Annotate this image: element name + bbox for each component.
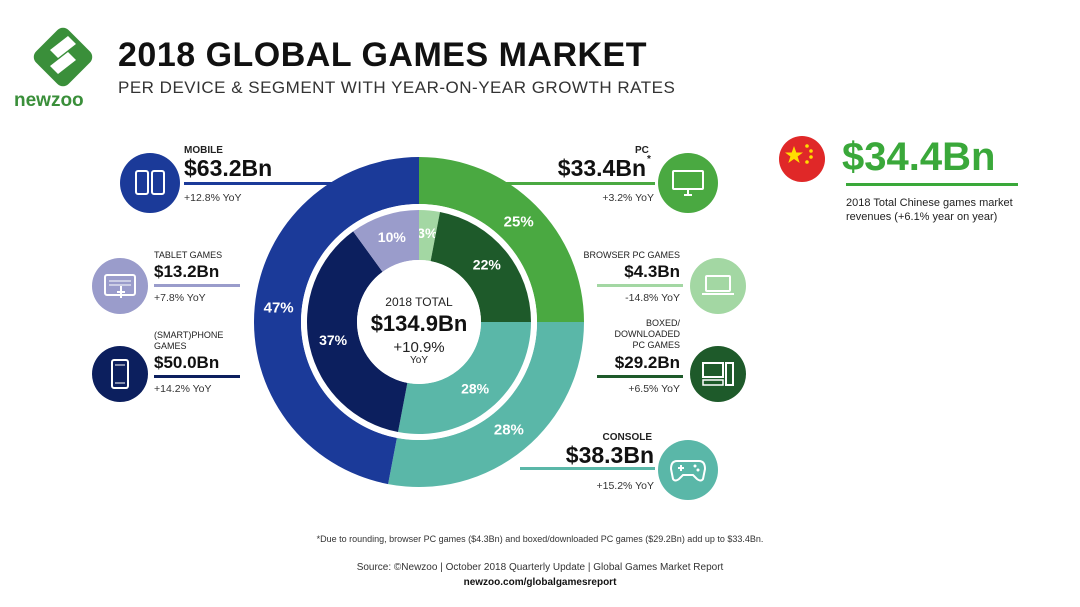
donut-chart: 25% 28% 47% 3% 22% 28% 37% 10%	[254, 157, 584, 487]
browser-value: $4.3Bn	[624, 262, 680, 281]
device-label-pc: 25%	[504, 213, 534, 230]
segment-label-tablet-games: 10%	[378, 229, 407, 245]
mobile-icon-circle	[120, 153, 180, 213]
china-divider	[846, 183, 1018, 186]
segment-label-boxed-downloaded-pc-games: 22%	[473, 257, 502, 273]
mobile-growth: +12.8% YoY	[184, 192, 242, 204]
segment-slice-browser-pc-games	[419, 210, 440, 262]
center-total: 2018 TOTAL $134.9Bn +10.9% YoY	[354, 295, 484, 366]
monitor-icon	[672, 170, 704, 196]
browser-growth: -14.8% YoY	[625, 292, 680, 304]
boxed-growth: +6.5% YoY	[628, 383, 680, 395]
center-total-growth: +10.9%	[393, 339, 445, 356]
mobile-connector	[184, 182, 334, 185]
china-flag-icon	[779, 136, 825, 182]
boxed-label-line1: BOXED/	[645, 318, 680, 328]
center-total-label: 2018 TOTAL	[385, 295, 453, 309]
segment-label-console: 28%	[461, 381, 490, 397]
pc-connector	[505, 182, 655, 185]
pc-value: $33.4Bn	[557, 155, 646, 181]
smartphone-icon	[111, 359, 129, 389]
boxed-label-line3: PC GAMES	[632, 340, 680, 350]
desktop-pc-icon	[702, 362, 734, 386]
laptop-icon	[702, 275, 734, 295]
phone-label-line2: GAMES	[154, 341, 187, 351]
gamepad-icon	[669, 460, 707, 482]
mobile-label: MOBILE	[184, 145, 223, 156]
console-value: $38.3Bn	[565, 442, 654, 468]
console-connector	[520, 467, 655, 470]
pc-asterisk: *	[647, 154, 651, 165]
report-url[interactable]: newzoo.com/globalgamesreport	[463, 577, 617, 588]
donut-hole	[357, 260, 481, 384]
boxed-connector	[597, 375, 683, 378]
phone-growth: +14.2% YoY	[154, 383, 212, 395]
phone-icon-circle	[92, 346, 148, 402]
pc-icon-circle	[658, 153, 718, 213]
center-total-growth-suffix: YoY	[410, 355, 428, 366]
source-line: Source: ©Newzoo | October 2018 Quarterly…	[356, 562, 724, 573]
browser-icon-circle	[690, 258, 746, 314]
console-growth: +15.2% YoY	[596, 480, 654, 492]
browser-connector	[597, 284, 683, 287]
tablet-growth: +7.8% YoY	[154, 292, 206, 304]
tablet-icon-circle	[92, 258, 148, 314]
footnote: *Due to rounding, browser PC games ($4.3…	[316, 534, 764, 544]
device-label-mobile: 47%	[264, 300, 294, 317]
boxed-value: $29.2Bn	[614, 353, 680, 372]
boxed-label-line2: DOWNLOADED	[614, 329, 680, 339]
china-revenue-description: 2018 Total Chinese games market revenues…	[846, 197, 1013, 223]
segment-slice-console	[398, 322, 531, 434]
segment-slice-boxed-downloaded-pc-games	[430, 211, 531, 322]
page-title: 2018 GLOBAL GAMES MARKET	[118, 36, 648, 74]
segment-label--smart-phone-games: 37%	[319, 332, 348, 348]
tablet-connector	[154, 284, 240, 287]
page-subtitle: PER DEVICE & SEGMENT WITH YEAR-ON-YEAR G…	[118, 78, 676, 97]
brand-name: newzoo	[14, 90, 84, 111]
device-slice-mobile	[254, 157, 419, 485]
pc-label: PC	[635, 145, 649, 156]
phone-connector	[154, 375, 240, 378]
segment-slice-tablet-games	[353, 210, 419, 272]
device-slice-pc	[419, 157, 584, 322]
segment-slice--smart-phone-games	[307, 231, 408, 433]
mobile-devices-icon	[135, 170, 165, 195]
segment-label-browser-pc-games: 3%	[417, 225, 438, 241]
tablet-value: $13.2Bn	[154, 262, 220, 281]
tablet-touch-icon	[104, 274, 136, 298]
phone-value: $50.0Bn	[154, 353, 220, 372]
newzoo-logo	[33, 27, 93, 87]
china-revenue-value: $34.4Bn	[842, 135, 996, 179]
phone-label-line1: (SMART)PHONE	[154, 330, 224, 340]
device-slice-console	[388, 322, 584, 487]
mobile-value: $63.2Bn	[184, 155, 273, 181]
console-label: CONSOLE	[602, 432, 652, 443]
tablet-label: TABLET GAMES	[154, 250, 223, 260]
browser-label: BROWSER PC GAMES	[583, 250, 680, 260]
console-icon-circle	[658, 440, 718, 500]
boxed-icon-circle	[690, 346, 746, 402]
pc-growth: +3.2% YoY	[602, 192, 654, 204]
center-total-value: $134.9Bn	[370, 311, 468, 336]
device-label-console: 28%	[494, 422, 524, 439]
